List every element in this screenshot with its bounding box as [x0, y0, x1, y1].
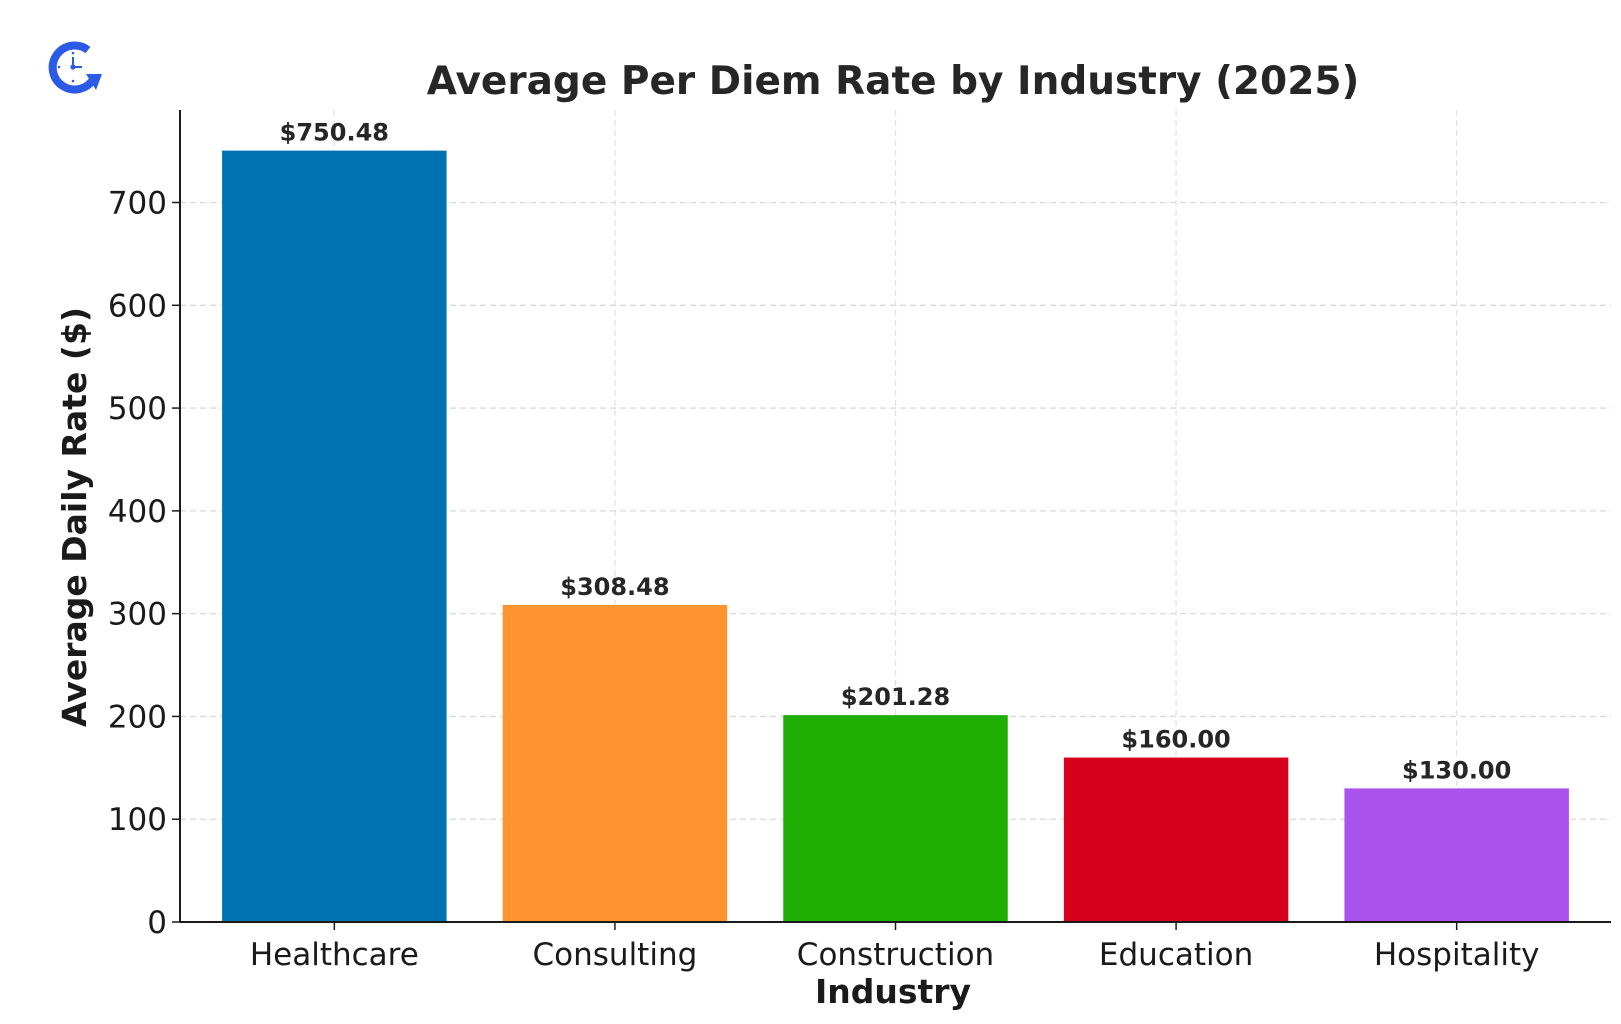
y-tick-label: 500	[108, 391, 167, 427]
bar-healthcare	[222, 150, 447, 923]
data-label: $201.28	[841, 683, 950, 711]
data-label: $750.48	[280, 119, 389, 147]
bar-consulting	[502, 604, 728, 922]
data-label: $160.00	[1121, 726, 1230, 754]
data-label: $308.48	[560, 573, 669, 601]
y-tick-label: 0	[147, 905, 167, 941]
y-tick-label: 300	[108, 597, 167, 633]
bar-education	[1063, 757, 1289, 922]
bar-hospitality	[1344, 788, 1569, 922]
x-tick-label: Consulting	[533, 937, 698, 973]
bar-construction	[783, 715, 1008, 922]
data-label: $130.00	[1402, 756, 1511, 784]
y-axis-label: Average Daily Rate ($)	[55, 307, 94, 727]
y-tick-label: 200	[108, 699, 167, 735]
chart-title: Average Per Diem Rate by Industry (2025)	[427, 59, 1360, 104]
x-tick-label: Healthcare	[250, 937, 419, 973]
x-tick-label: Hospitality	[1374, 937, 1540, 973]
x-axis-label: Industry	[815, 972, 971, 1011]
y-tick-label: 100	[108, 802, 167, 838]
y-tick-label: 600	[108, 288, 167, 324]
clock-refresh-icon	[48, 41, 102, 94]
x-tick-label: Education	[1099, 937, 1253, 973]
y-tick-label: 700	[108, 186, 167, 222]
x-tick-label: Construction	[797, 937, 994, 973]
y-tick-label: 400	[108, 494, 167, 530]
